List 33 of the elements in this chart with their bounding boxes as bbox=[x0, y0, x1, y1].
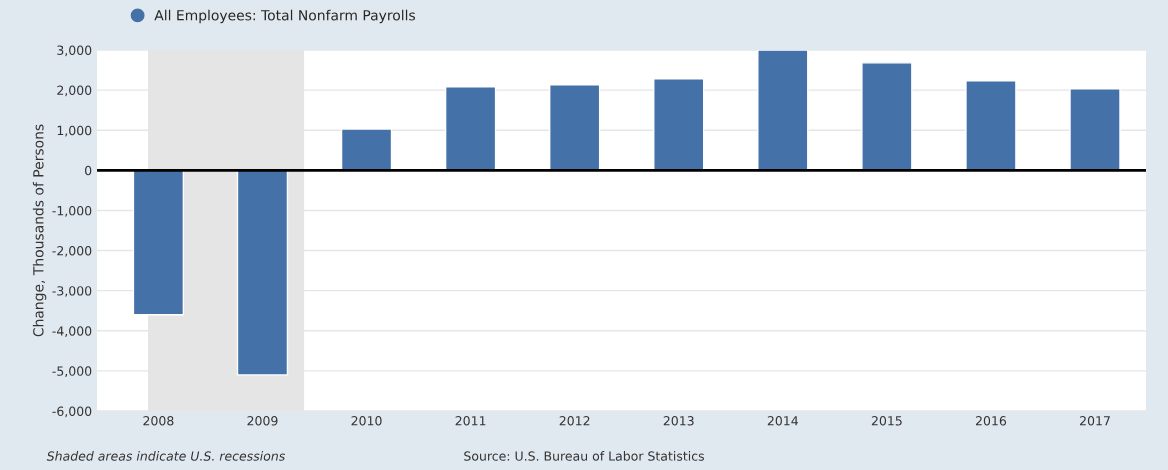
bar bbox=[340, 128, 393, 172]
y-tick-label: -3,000 bbox=[52, 286, 92, 297]
x-tick-label: 2017 bbox=[1080, 416, 1110, 426]
y-tick-label: -5,000 bbox=[52, 366, 92, 378]
x-tick-label: 2014 bbox=[767, 416, 799, 426]
x-tick-label: 2009 bbox=[247, 416, 278, 426]
x-tick-label: 2012 bbox=[559, 416, 590, 426]
y-tick-label: -6,000 bbox=[52, 406, 92, 418]
bar bbox=[653, 78, 705, 172]
y-axis-title: Change, Thousands of Persons bbox=[32, 124, 47, 337]
source-note: Source: U.S. Bureau of Labor Statistics bbox=[464, 451, 704, 461]
x-tick-label: 2010 bbox=[351, 416, 382, 426]
y-tick-label: 3,000 bbox=[57, 45, 92, 57]
bar bbox=[236, 169, 289, 376]
legend-label: All Employees: Total Nonfarm Payrolls bbox=[154, 9, 416, 24]
y-tick-label: -2,000 bbox=[52, 246, 92, 257]
bar bbox=[861, 62, 913, 172]
x-tick-label: 2008 bbox=[143, 416, 174, 426]
x-tick-label: 2011 bbox=[455, 416, 486, 426]
bar bbox=[132, 169, 185, 316]
y-tick-label: -1,000 bbox=[52, 205, 92, 217]
x-tick-label: 2013 bbox=[663, 416, 694, 426]
bar bbox=[965, 80, 1017, 172]
bar bbox=[444, 86, 497, 172]
text: Shaded areas indicate U.S. recessions bbox=[46, 451, 286, 461]
y-tick-label: 2,000 bbox=[57, 85, 92, 97]
x-tick-label: 2016 bbox=[975, 416, 1007, 426]
bar bbox=[548, 84, 601, 172]
y-tick-label: 0 bbox=[85, 165, 92, 176]
bar bbox=[1069, 88, 1121, 172]
x-tick-label: 2015 bbox=[871, 416, 902, 426]
y-tick-label: 1,000 bbox=[57, 125, 92, 137]
y-tick-label: -4,000 bbox=[52, 326, 92, 337]
